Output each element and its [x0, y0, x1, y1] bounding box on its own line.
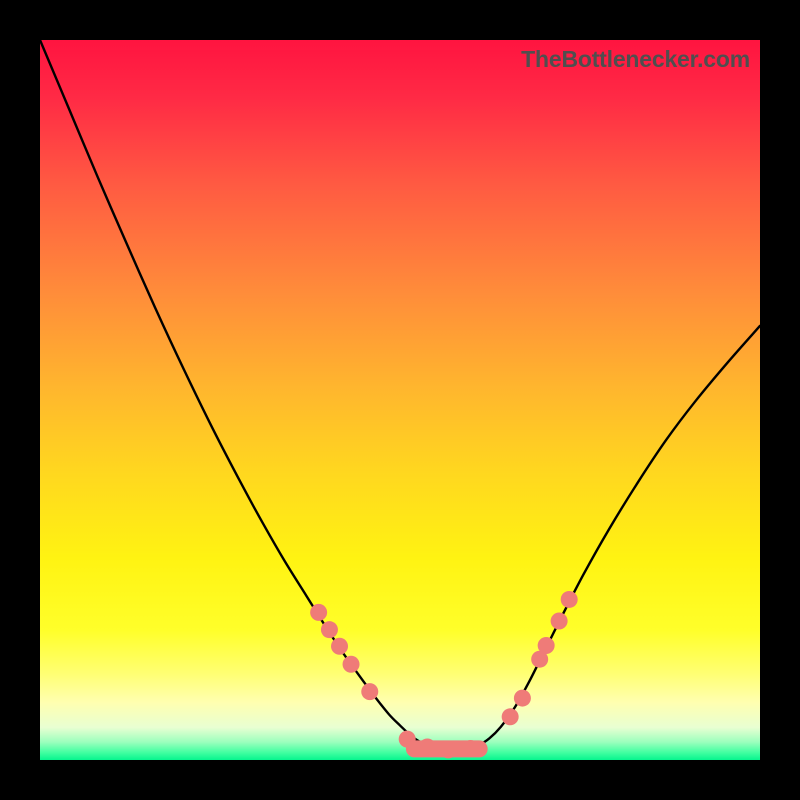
bottleneck-curve-layer [40, 40, 760, 760]
chart-frame: TheBottlenecker.com [0, 0, 800, 800]
curve-marker [361, 683, 378, 700]
curve-marker [343, 656, 360, 673]
curve-marker [551, 613, 568, 630]
curve-marker [331, 638, 348, 655]
curve-marker [538, 637, 555, 654]
markers-flat-segment [406, 740, 488, 757]
curve-marker [514, 690, 531, 707]
curve-marker [310, 604, 327, 621]
plot-area: TheBottlenecker.com [40, 40, 760, 760]
curve-markers [310, 591, 578, 758]
bottleneck-curve [40, 40, 760, 750]
curve-marker [321, 621, 338, 638]
watermark-text: TheBottlenecker.com [521, 46, 750, 73]
curve-marker [561, 591, 578, 608]
curve-marker [502, 708, 519, 725]
